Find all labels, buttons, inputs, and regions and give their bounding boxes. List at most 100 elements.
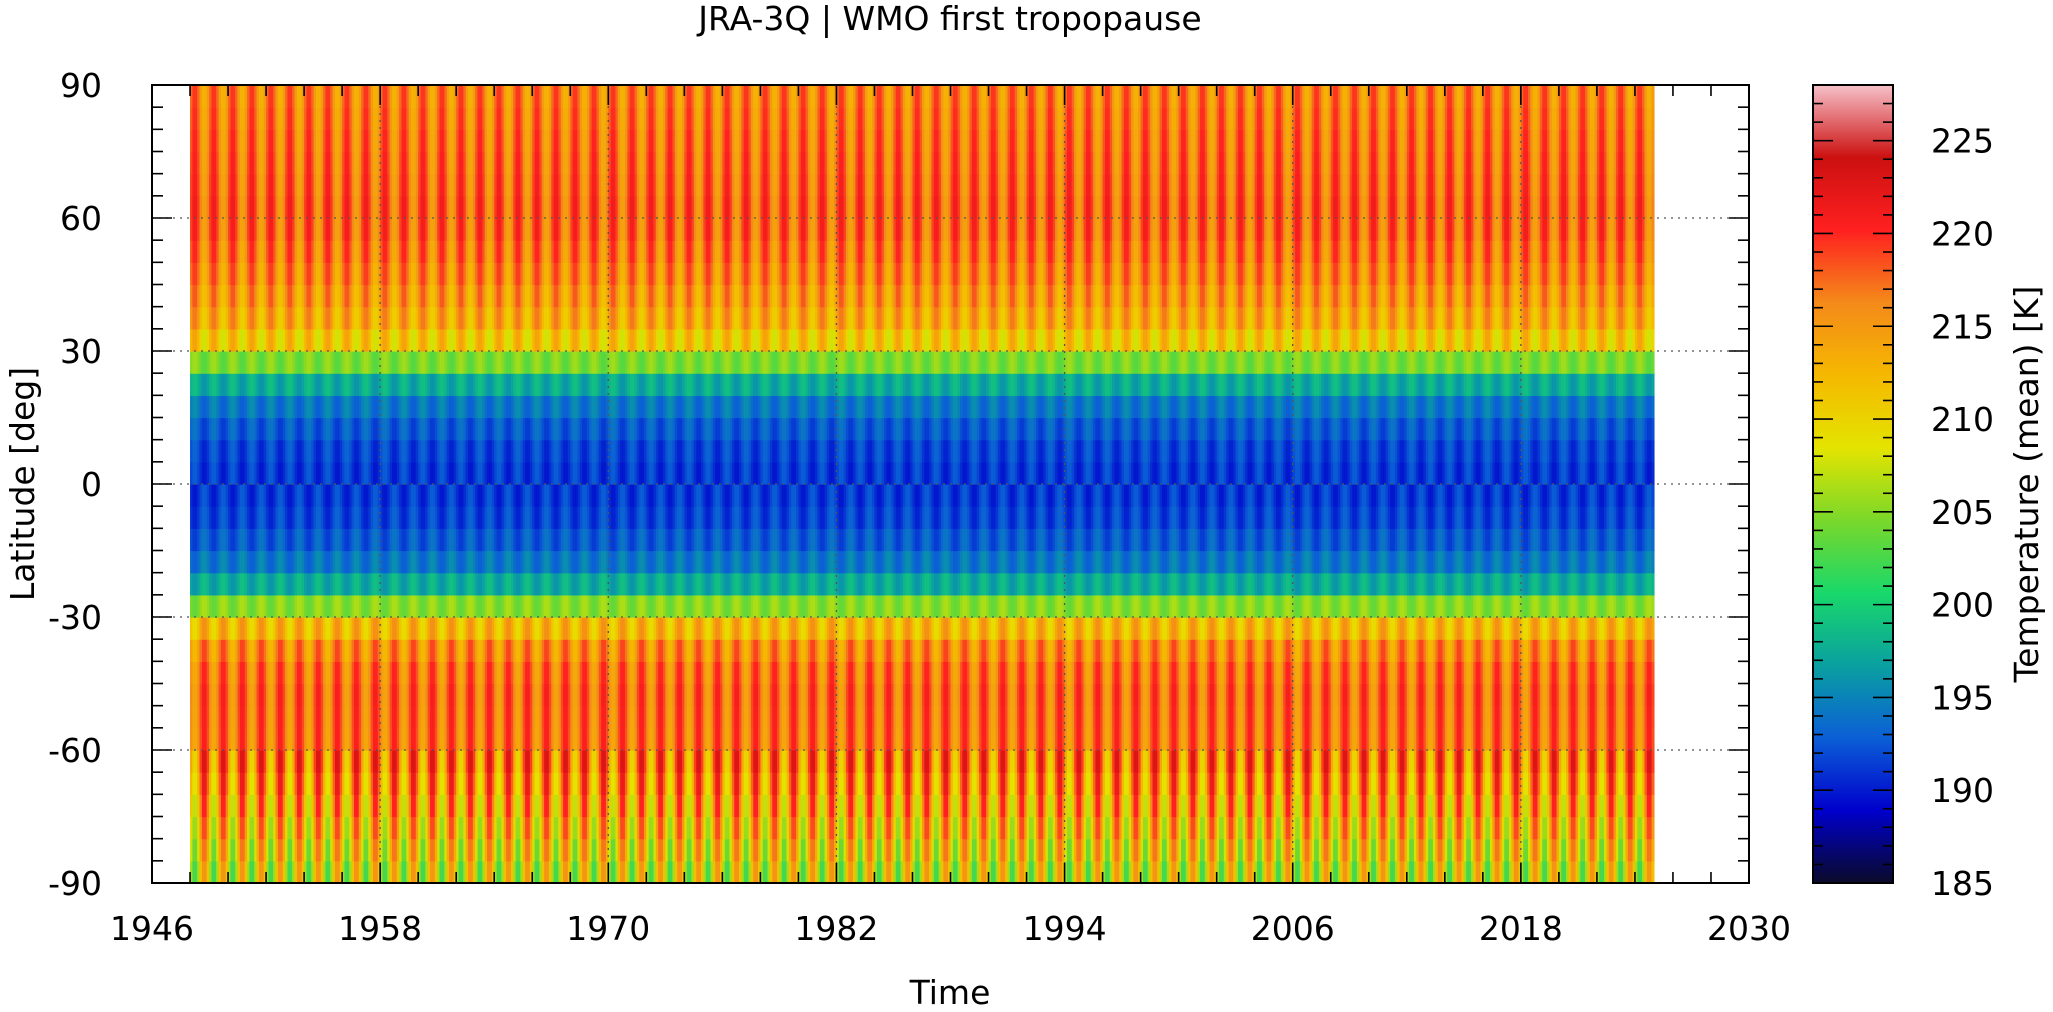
heatmap-cell <box>1468 750 1472 773</box>
heatmap-cell <box>786 772 790 795</box>
heatmap-cell <box>308 794 312 818</box>
heatmap-cell <box>1337 772 1341 795</box>
heatmap-cell <box>781 750 785 773</box>
heatmap-cell <box>860 750 864 773</box>
heatmap-cell <box>458 794 462 818</box>
heatmap-cell <box>938 794 942 818</box>
heatmap-cell <box>727 750 731 773</box>
heatmap-cell <box>1143 860 1146 884</box>
heatmap-cell <box>413 816 417 840</box>
heatmap-cell <box>1425 794 1429 818</box>
heatmap-cell <box>829 772 833 795</box>
heatmap-cell <box>902 838 906 862</box>
heatmap-cell <box>634 816 638 840</box>
heatmap-cell <box>482 860 486 884</box>
heatmap-cell <box>686 816 690 840</box>
heatmap-cell <box>570 794 574 818</box>
heatmap-cell <box>1166 860 1170 884</box>
heatmap-cell <box>1454 772 1458 795</box>
heatmap-cell <box>380 794 384 818</box>
heatmap-cell <box>190 838 193 862</box>
heatmap-cell <box>1295 860 1299 884</box>
heatmap-cell <box>1245 816 1249 840</box>
heatmap-cell <box>323 838 327 862</box>
heatmap-cell <box>1216 816 1220 840</box>
heatmap-cell <box>836 838 840 862</box>
heatmap-cell <box>774 860 778 884</box>
heatmap-cell <box>1295 794 1299 818</box>
heatmap-cell <box>1473 772 1477 795</box>
heatmap-cell <box>296 727 300 751</box>
heatmap-cell <box>639 860 643 884</box>
heatmap-cell <box>1214 860 1218 884</box>
heatmap-cell <box>784 838 788 862</box>
heatmap-cell <box>1192 860 1196 884</box>
heatmap-cell <box>743 772 747 795</box>
heatmap-cell <box>289 860 293 884</box>
heatmap-cell <box>1394 772 1398 795</box>
heatmap-cell <box>943 816 947 840</box>
heatmap-cell <box>1000 816 1004 840</box>
heatmap-cell <box>634 860 638 884</box>
heatmap-cell <box>1290 772 1294 795</box>
heatmap-cell <box>1499 750 1503 773</box>
heatmap-cell <box>589 838 593 862</box>
heatmap-cell <box>375 860 379 884</box>
heatmap-cell <box>1511 860 1515 884</box>
heatmap-cell <box>330 838 334 862</box>
heatmap-cell <box>577 816 581 840</box>
heatmap-cell <box>995 750 999 773</box>
heatmap-cell <box>408 816 412 840</box>
heatmap-cell <box>558 794 562 818</box>
heatmap-cell <box>1009 860 1013 884</box>
heatmap-cell <box>384 816 388 840</box>
heatmap-cell <box>1047 794 1051 818</box>
heatmap-cell <box>921 860 925 884</box>
heatmap-cell <box>670 772 674 795</box>
heatmap-cell <box>1007 794 1011 818</box>
heatmap-cell <box>1026 816 1030 840</box>
heatmap-cell <box>323 794 327 818</box>
heatmap-cell <box>1347 794 1351 818</box>
heatmap-cell <box>508 727 512 751</box>
heatmap-cell <box>339 838 343 862</box>
heatmap-cell <box>689 794 693 818</box>
heatmap-cell <box>912 772 916 795</box>
heatmap-cell <box>1361 838 1365 862</box>
heatmap-cell <box>793 860 797 884</box>
heatmap-cell <box>1200 816 1204 840</box>
heatmap-cell <box>1354 860 1358 884</box>
heatmap-cell <box>392 794 396 818</box>
heatmap-cell <box>1449 750 1453 773</box>
heatmap-cell <box>962 860 966 884</box>
heatmap-cell <box>1057 860 1061 884</box>
heatmap-cell <box>755 794 759 818</box>
heatmap-cell <box>449 860 453 884</box>
heatmap-cell <box>1316 750 1320 773</box>
heatmap-cell <box>1043 816 1047 840</box>
heatmap-cell <box>836 816 840 840</box>
heatmap-cell <box>1485 838 1489 862</box>
heatmap-cell <box>1085 816 1089 840</box>
heatmap-cell <box>1085 794 1089 818</box>
heatmap-cell <box>1145 838 1149 862</box>
heatmap-cell <box>1126 750 1130 773</box>
heatmap-cell <box>1601 816 1605 840</box>
heatmap-cell <box>765 772 769 795</box>
heatmap-cell <box>1342 860 1346 884</box>
heatmap-cell <box>548 838 552 862</box>
heatmap-cell <box>786 838 790 862</box>
heatmap-cell <box>646 750 650 773</box>
heatmap-cell <box>361 727 365 751</box>
heatmap-cell <box>418 838 422 862</box>
heatmap-cell <box>575 816 578 840</box>
heatmap-cell <box>677 838 681 862</box>
heatmap-cell <box>1451 772 1455 795</box>
heatmap-cell <box>898 816 902 840</box>
heatmap-cell <box>822 816 826 840</box>
heatmap-cell <box>225 838 229 862</box>
heatmap-cell <box>254 727 258 751</box>
heatmap-cell <box>724 794 728 818</box>
heatmap-cell <box>1475 838 1479 862</box>
heatmap-cell <box>1126 816 1130 840</box>
